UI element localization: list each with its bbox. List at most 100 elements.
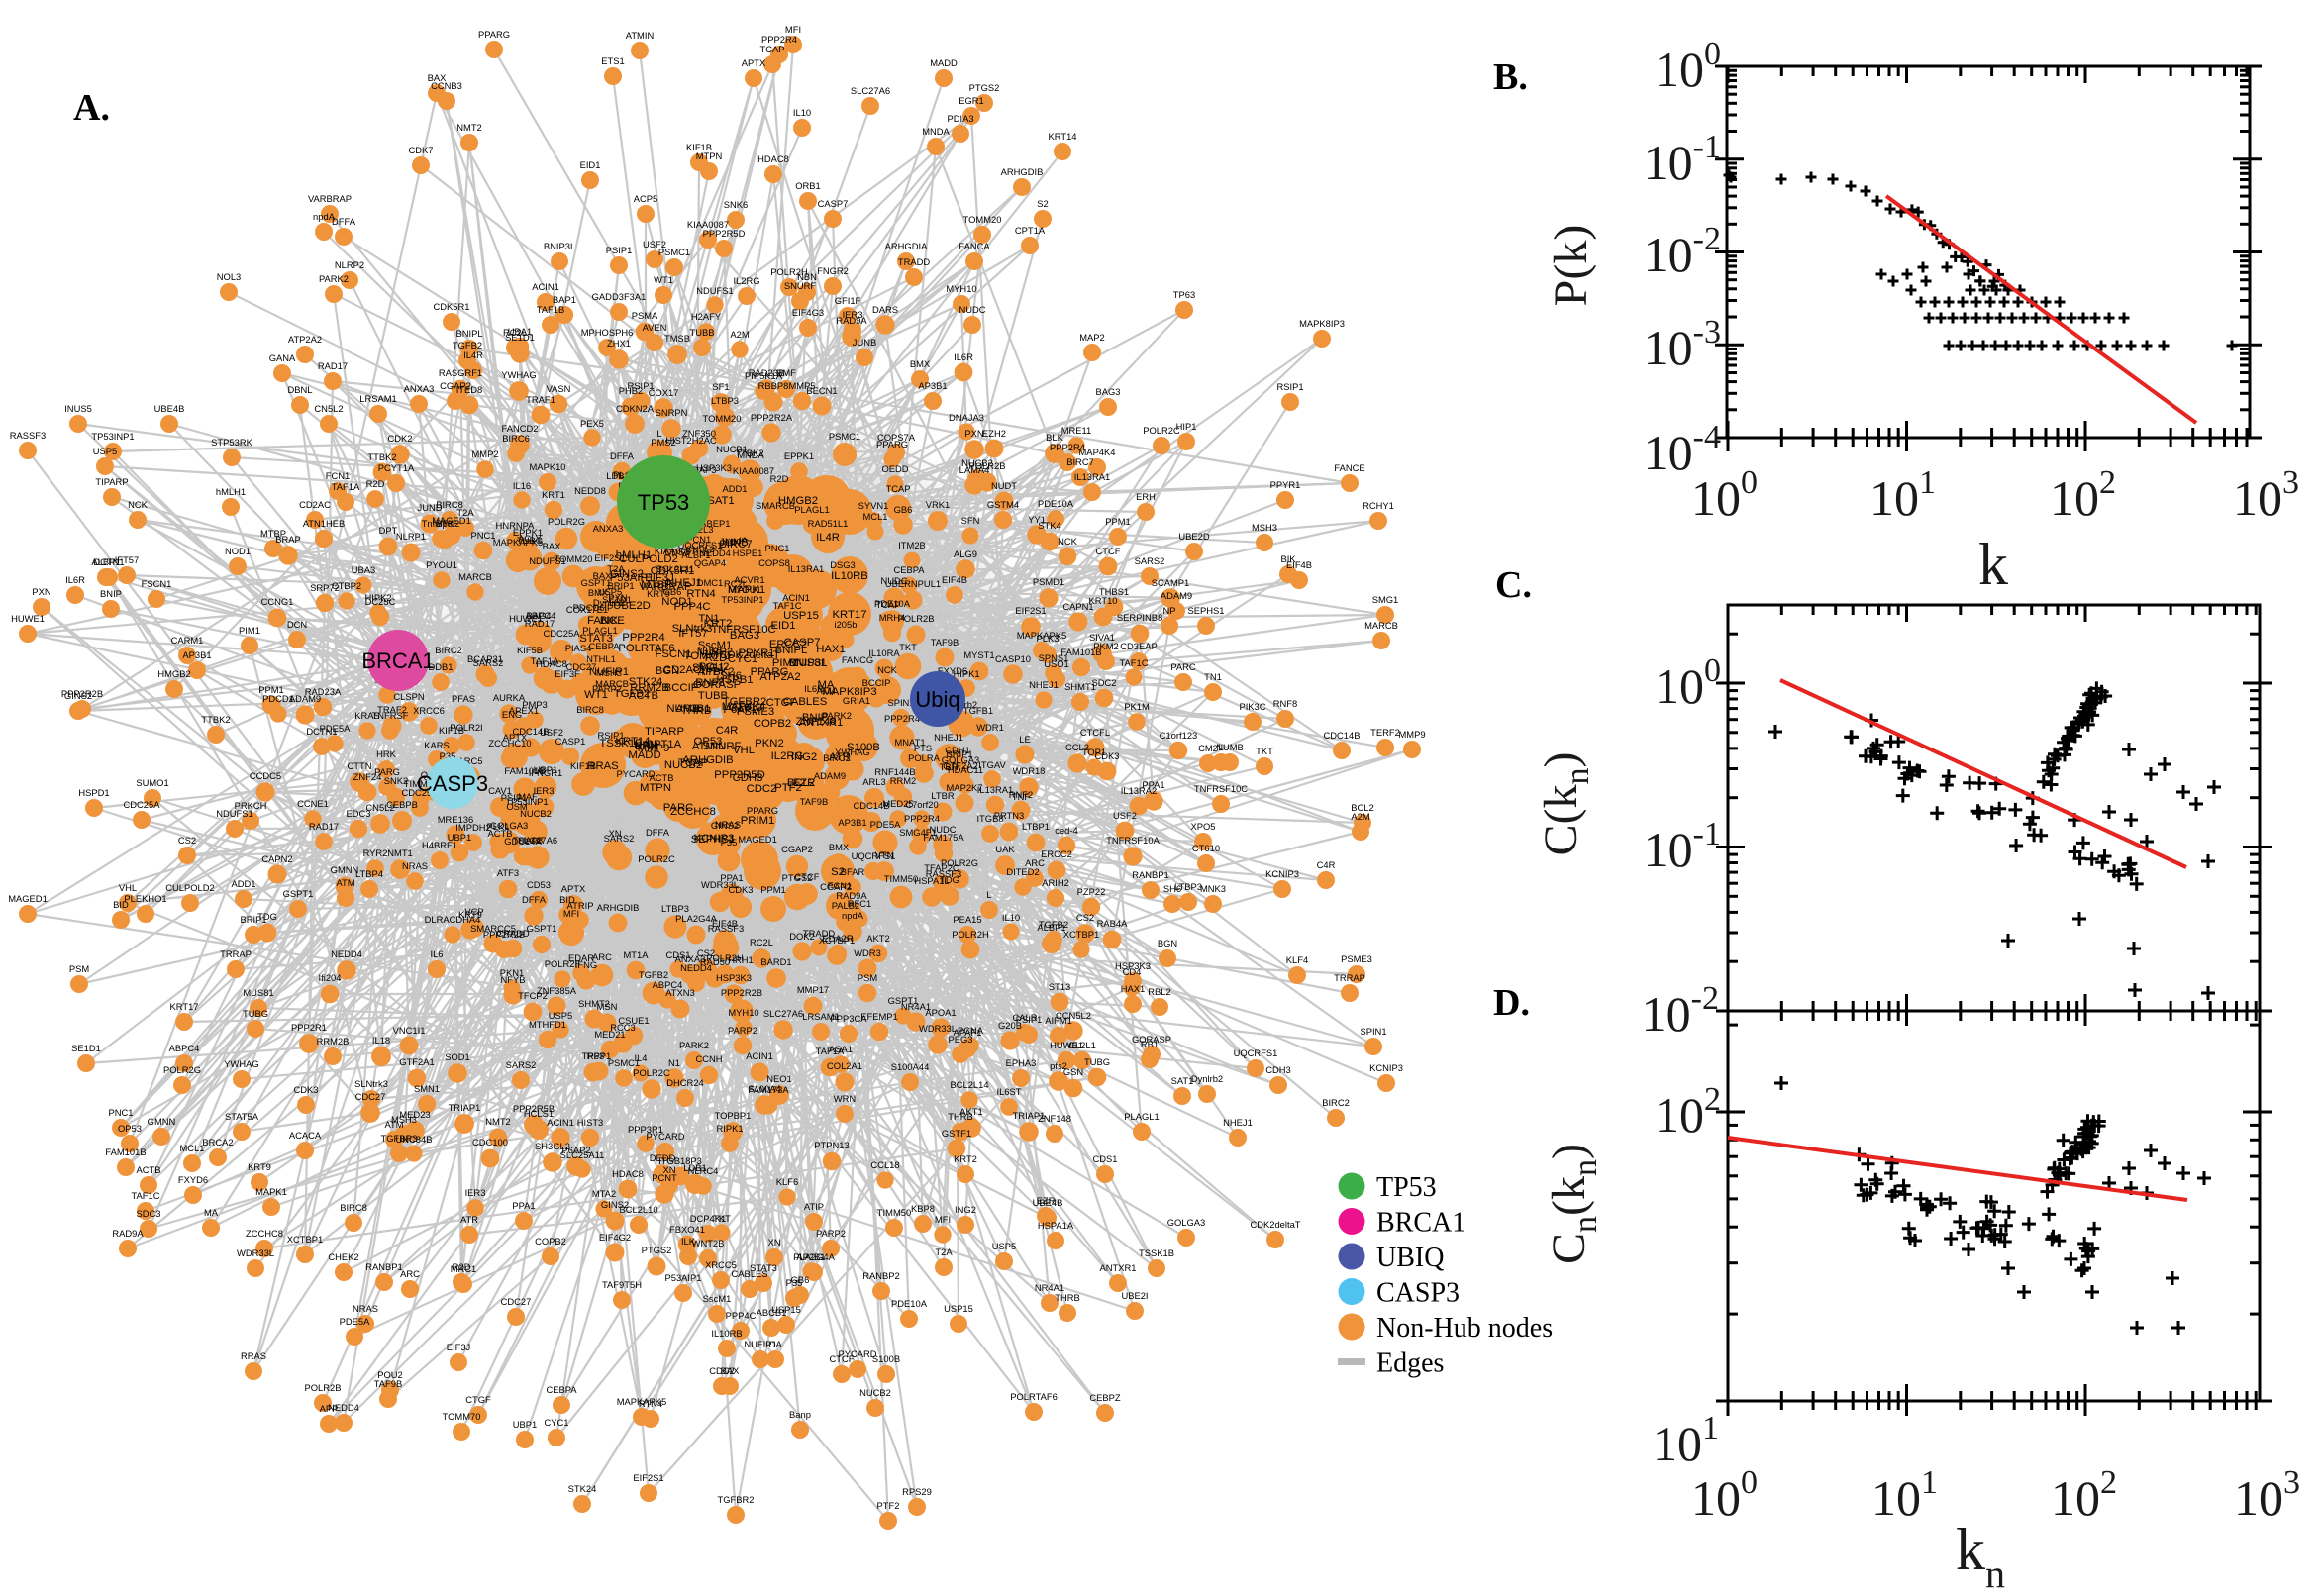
svg-text:PRIM1: PRIM1 <box>741 815 775 827</box>
svg-text:MNDA: MNDA <box>737 449 764 460</box>
svg-text:RAD17: RAD17 <box>525 618 555 629</box>
svg-text:IFT57: IFT57 <box>115 554 140 565</box>
svg-text:npdA: npdA <box>313 211 336 222</box>
svg-text:APTX: APTX <box>503 732 528 743</box>
svg-text:PARC: PARC <box>1170 661 1196 672</box>
svg-text:CDH3: CDH3 <box>733 772 763 784</box>
svg-text:KRAS: KRAS <box>354 710 380 721</box>
svg-text:MED21: MED21 <box>594 1029 625 1040</box>
svg-text:SLC27A6: SLC27A6 <box>518 835 557 846</box>
svg-text:H2AFY: H2AFY <box>691 311 722 322</box>
svg-text:CDK3: CDK3 <box>1094 750 1119 761</box>
svg-text:AP3B1: AP3B1 <box>675 703 710 715</box>
svg-text:SARS2: SARS2 <box>506 1059 537 1070</box>
svg-text:TRAF2: TRAF2 <box>377 704 407 715</box>
svg-text:ZNF148: ZNF148 <box>796 716 837 728</box>
svg-text:POLR2H: POLR2H <box>770 266 808 277</box>
svg-text:C1orf123: C1orf123 <box>1160 730 1198 741</box>
svg-text:PDE10A: PDE10A <box>1038 498 1074 509</box>
svg-text:DOK2: DOK2 <box>789 931 815 942</box>
svg-text:BIRC7: BIRC7 <box>1066 456 1094 467</box>
svg-text:TOP1: TOP1 <box>1082 747 1106 757</box>
svg-text:POLR2H: POLR2H <box>706 952 744 963</box>
svg-text:PDIA3: PDIA3 <box>947 113 973 124</box>
svg-text:NCK: NCK <box>877 664 898 675</box>
svg-text:GSTM4: GSTM4 <box>987 499 1019 510</box>
svg-text:GSN: GSN <box>1063 1066 1083 1077</box>
svg-text:PFAS: PFAS <box>452 693 475 704</box>
svg-text:IER3: IER3 <box>534 785 555 796</box>
svg-text:ATP2A2: ATP2A2 <box>288 334 322 345</box>
svg-text:GSPT1: GSPT1 <box>888 995 919 1006</box>
svg-text:IL6ST: IL6ST <box>996 1086 1021 1097</box>
svg-text:P35: P35 <box>440 750 456 761</box>
svg-text:SMG1: SMG1 <box>1372 594 1399 605</box>
svg-text:IL4R: IL4R <box>463 349 483 360</box>
svg-text:100: 100 <box>1691 464 1758 526</box>
svg-text:TNFRSF10C: TNFRSF10C <box>711 624 775 636</box>
svg-text:SRP72: SRP72 <box>310 582 340 593</box>
svg-text:RB1: RB1 <box>1141 1039 1159 1049</box>
svg-text:GINS2: GINS2 <box>64 690 92 701</box>
svg-text:ATMIN: ATMIN <box>692 741 726 752</box>
svg-text:CCDC5: CCDC5 <box>250 770 281 781</box>
svg-text:ABPC4: ABPC4 <box>653 979 683 990</box>
svg-text:HSPA1L: HSPA1L <box>914 875 949 886</box>
svg-text:COX17E1: COX17E1 <box>566 604 608 615</box>
svg-text:SNURF: SNURF <box>703 741 742 752</box>
svg-text:CTCF: CTCF <box>1096 546 1121 556</box>
svg-text:HSP3K3: HSP3K3 <box>716 972 752 983</box>
svg-text:LDB2: LDB2 <box>606 470 629 481</box>
svg-text:RASSF3: RASSF3 <box>926 868 961 879</box>
svg-text:BNIP3L: BNIP3L <box>544 241 575 251</box>
svg-text:ZNF148: ZNF148 <box>1038 1113 1071 1124</box>
svg-text:SDC2: SDC2 <box>1091 677 1116 688</box>
svg-text:PPM1: PPM1 <box>760 884 786 895</box>
svg-text:NUDC: NUDC <box>959 304 985 315</box>
svg-text:CDK3: CDK3 <box>728 884 753 895</box>
svg-text:BAG3: BAG3 <box>730 630 759 642</box>
svg-text:TGFB2: TGFB2 <box>639 969 668 980</box>
svg-text:ATP2A2: ATP2A2 <box>759 671 800 683</box>
svg-text:FANCE: FANCE <box>587 615 625 627</box>
svg-text:CASP10: CASP10 <box>995 653 1031 664</box>
svg-text:KCNIP3: KCNIP3 <box>694 833 735 845</box>
svg-text:PARK2: PARK2 <box>679 1040 709 1050</box>
svg-text:SMN1: SMN1 <box>414 1083 440 1094</box>
svg-text:PNC1: PNC1 <box>108 1107 133 1118</box>
svg-text:ATN1HEB: ATN1HEB <box>303 518 346 529</box>
svg-text:PLAGL1: PLAGL1 <box>582 625 617 636</box>
svg-text:AIFM1: AIFM1 <box>1045 1015 1072 1026</box>
svg-text:POLR2B: POLR2B <box>969 460 1006 471</box>
svg-text:DFFA: DFFA <box>610 450 635 461</box>
svg-text:CDH3: CDH3 <box>1265 1064 1291 1075</box>
svg-text:TGFB2: TGFB2 <box>614 688 650 700</box>
svg-text:CEBPZ: CEBPZ <box>1089 1392 1121 1403</box>
svg-text:S100B: S100B <box>872 1353 900 1364</box>
svg-text:XCTBP1: XCTBP1 <box>287 1234 323 1245</box>
svg-text:BRIP1: BRIP1 <box>607 580 634 591</box>
svg-text:TCAP: TCAP <box>885 483 910 494</box>
svg-text:FANCG: FANCG <box>842 654 873 665</box>
svg-text:TBR: TBR <box>940 761 959 772</box>
svg-text:P(k): P(k) <box>1545 225 1597 307</box>
svg-text:UQCRFS1: UQCRFS1 <box>852 850 896 861</box>
svg-text:PRKCH: PRKCH <box>235 800 267 811</box>
svg-text:MMP9: MMP9 <box>1398 729 1425 740</box>
svg-text:TIPARP: TIPARP <box>95 476 128 487</box>
svg-text:GB6: GB6 <box>791 1274 810 1285</box>
svg-text:PARK2: PARK2 <box>822 710 852 721</box>
svg-text:MAPK8IP3: MAPK8IP3 <box>1299 318 1345 329</box>
svg-text:CASP3: CASP3 <box>1376 1278 1460 1309</box>
svg-text:BIRC2: BIRC2 <box>435 645 462 655</box>
svg-text:DCN: DCN <box>287 619 307 630</box>
svg-text:PDCD1: PDCD1 <box>262 693 294 704</box>
svg-text:ERCC2: ERCC2 <box>769 639 807 650</box>
svg-text:BIRC2: BIRC2 <box>823 752 851 763</box>
svg-text:CDC27: CDC27 <box>501 1296 532 1307</box>
svg-text:NFYB: NFYB <box>500 974 525 985</box>
svg-text:AKT1: AKT1 <box>960 1106 982 1117</box>
svg-text:ADAM9: ADAM9 <box>1161 590 1192 601</box>
svg-text:TUBB: TUBB <box>689 327 714 338</box>
svg-text:EGR1: EGR1 <box>959 95 984 106</box>
